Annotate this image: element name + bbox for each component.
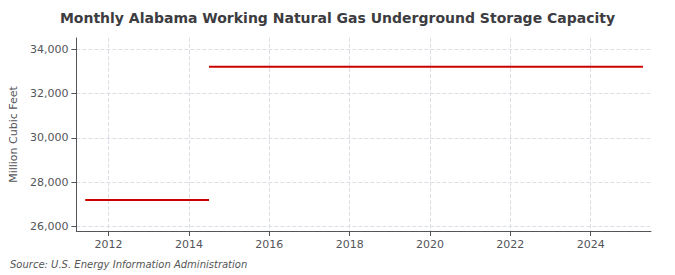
svg-text:2022: 2022 bbox=[496, 238, 524, 251]
svg-text:30,000: 30,000 bbox=[30, 131, 69, 144]
svg-text:2018: 2018 bbox=[336, 238, 364, 251]
svg-text:34,000: 34,000 bbox=[30, 43, 69, 56]
svg-text:Monthly Alabama Working Natura: Monthly Alabama Working Natural Gas Unde… bbox=[60, 10, 615, 26]
svg-text:2024: 2024 bbox=[577, 238, 605, 251]
svg-text:2020: 2020 bbox=[416, 238, 444, 251]
svg-text:2016: 2016 bbox=[255, 238, 283, 251]
svg-text:2014: 2014 bbox=[175, 238, 203, 251]
svg-text:2012: 2012 bbox=[95, 238, 123, 251]
svg-text:Source: U.S. Energy Informatio: Source: U.S. Energy Information Administ… bbox=[10, 259, 247, 270]
svg-text:32,000: 32,000 bbox=[30, 87, 69, 100]
svg-text:28,000: 28,000 bbox=[30, 176, 69, 189]
svg-text:Million Cubic Feet: Million Cubic Feet bbox=[7, 85, 20, 182]
svg-text:26,000: 26,000 bbox=[30, 220, 69, 233]
